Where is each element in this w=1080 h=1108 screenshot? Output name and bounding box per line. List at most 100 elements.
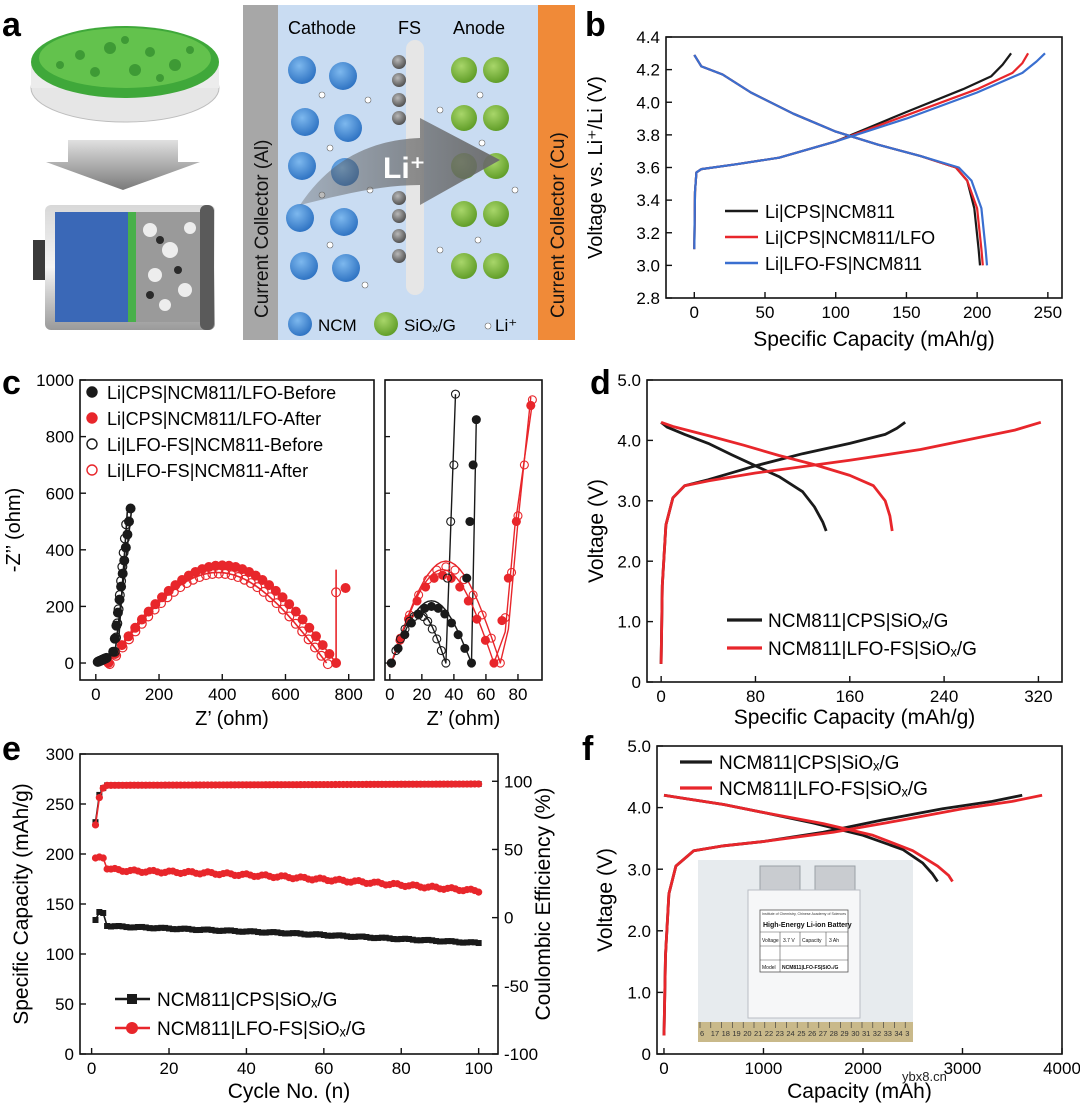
panel-letter-c: c [2,364,21,402]
c-marker-cps-after [270,585,281,596]
c-marker-lfo-after [277,604,288,615]
c-marker-lfo-before [113,604,124,615]
c-marker-lfo-after [149,604,160,615]
c-marker-cps-after [340,583,351,594]
c-marker-cps-after [284,599,295,610]
ruler-number: 3 [905,1029,909,1038]
e-legend-label-0: NCM811|CPS|SiOₓ/G [157,990,337,1011]
ruler-number: 21 [754,1029,762,1038]
d-xtick-label: 320 [1024,687,1052,706]
c-right-xtick-label: 0 [385,685,394,704]
c-right-marker-cps-before [466,658,477,668]
fs-beads [392,55,406,263]
e-xtick-label: 40 [237,1059,256,1078]
e-series-0-capacity-point [289,930,296,937]
li-arrow-label: Li⁺ [383,152,426,185]
c-marker-lfo-after [258,586,269,597]
e-series-0-capacity-point [347,933,354,940]
e-y2tick-label: 100 [504,772,532,791]
c-marker-cps-after [277,592,288,603]
e-y2tick-label: 0 [504,909,513,928]
ruler-number: 30 [851,1029,859,1038]
c-right-marker-cps-after [463,596,473,606]
siox-legend-icon [374,312,398,336]
c-left-xtick-label: 600 [271,685,299,704]
f-ytick-label: 1.0 [627,984,651,1003]
c-left-ytick-label: 400 [46,541,74,560]
c-right-marker-lfo-after [450,565,460,575]
inset-voltage-label: Voltage [762,938,779,944]
chart-b: 0 50 100 150 200 250 2.8 3.0 3.2 3.4 3.6 3.8 4.0 4.2 4… [585,28,1063,351]
c-right-marker-lfo-before [427,624,437,634]
b-xtick-label: 0 [690,303,699,322]
c-marker-lfo-after [290,618,301,629]
e-series-0-capacity-point [204,926,211,933]
c-marker-lfo-after [239,574,250,585]
ruler-number: 29 [840,1029,848,1038]
f-legend-label-1: NCM811|LFO-FS|SiOₓ/G [719,779,928,800]
c-marker-cps-after [257,575,268,586]
li-legend-label: Li⁺ [495,316,517,335]
b-ytick-label: 3.0 [636,256,660,275]
c-marker-lfo-before [100,653,111,664]
e-series-0-capacity-point [375,934,382,941]
b-ytick-label: 4.2 [636,61,660,80]
panel-f: f 0 1000 2000 3000 4000 0 1.0 2.0 3.0 4.0 5.0 Capac… [582,730,1080,1103]
e-series-0-capacity-point [181,925,188,932]
e-series-0-capacity-point [378,934,385,941]
d-ytick-label: 2.0 [617,552,641,571]
b-ytick-label: 3.8 [636,126,660,145]
e-series-0-capacity-point [286,930,292,937]
d-ytick-label: 1.0 [617,613,641,632]
e-series-1-ce-point [91,821,100,829]
panel-letter-f: f [582,730,594,768]
b-ytick-label: 2.8 [636,289,660,308]
c-right-fit-lfo-after [390,396,532,664]
siox-legend-label: SiOₓ/G [404,316,456,335]
c-legend-marker-2 [86,438,98,450]
e-series-0-capacity-point [297,930,304,937]
c-right-marker-cps-before [462,573,472,583]
e-series-0-capacity-point [173,926,180,933]
ruler-number: 26 [808,1029,816,1038]
c-right-marker-cps-after [489,658,499,668]
c-marker-cps-before [112,607,123,618]
e-series-0-capacity-point [409,936,416,943]
e-series-0-capacity-point [467,939,474,946]
cu-collector [538,5,575,340]
al-collector [243,5,278,340]
b-legend-label-2: Li|LFO-FS|NCM811 [765,254,922,274]
e-series-0-capacity-point [255,929,262,936]
c-legend-marker-0 [86,386,98,398]
inset-model-label: Model [762,965,776,971]
c-right-marker-cps-before [460,643,470,653]
c-marker-cps-after [324,649,335,660]
e-ytick-label: 250 [46,795,74,814]
c-marker-lfo-before [111,632,122,643]
c-right-marker-cps-before [471,415,481,425]
c-left-ylabel: -Z’’ (ohm) [3,488,25,572]
c-legend-label-0: Li|CPS|NCM811/LFO-Before [107,383,336,403]
e-ytick-label: 50 [55,995,74,1014]
c-right-marker-lfo-before [418,611,428,622]
e-series-0-capacity-point [371,935,378,942]
e-series-0-capacity-point [421,937,428,944]
e-series-0-capacity-point [417,937,424,944]
e-series-0-capacity-point [293,930,300,937]
ruler-number: 32 [873,1029,881,1038]
e-series-0-capacity-point [351,933,358,940]
c-marker-lfo-after [220,568,231,579]
c-legend-label-1: Li|CPS|NCM811/LFO-After [107,409,321,429]
d-ylabel: Voltage (V) [585,479,608,583]
c-right-marker-cps-after [503,573,513,583]
c-marker-lfo-after [117,642,128,653]
pouch-cell-photo: Institute of Chemistry, Chinese Academy … [698,860,913,1042]
e-series-0-capacity-point [475,940,482,947]
c-left-ytick-label: 600 [46,484,74,503]
inset-voltage-value: 3.7 V [783,938,795,944]
panel-e: e 0 20 40 60 80 100050100150200250300-100-500… [2,730,555,1103]
inset-label-header: Institute of Chemistry, Chinese Academy … [762,912,846,916]
c-right-marker-cps-after [429,573,439,583]
chart-e: 0 20 40 60 80 100 0 50 100 150 200 250 300 -100 -50 0 50… [10,745,555,1103]
